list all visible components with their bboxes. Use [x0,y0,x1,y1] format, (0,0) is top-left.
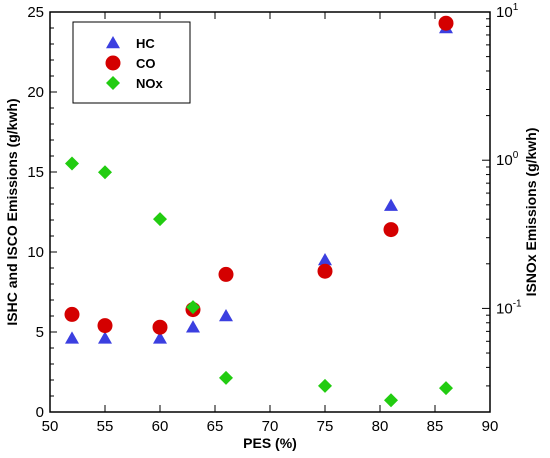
data-point-nox [65,156,79,171]
left-y-tick-label: 10 [27,244,44,261]
right-y-tick-label: 10-1 [496,298,522,317]
left-y-tick-label: 5 [36,324,44,341]
left-y-tick-label: 25 [27,4,44,21]
data-point-nox [318,378,332,393]
right-y-tick-base: 10 [496,4,513,21]
x-tick-label: 55 [97,418,114,435]
data-point-hc [153,331,167,344]
right-y-tick-label: 100 [496,150,519,169]
right-y-tick-exponent: 1 [513,2,519,13]
data-point-nox [384,393,398,408]
x-tick-label: 70 [262,418,279,435]
legend-marker-nox [106,76,120,90]
data-point-co [317,263,333,279]
x-tick-label: 85 [427,418,444,435]
left-y-tick-label: 15 [27,164,44,181]
data-point-hc [186,320,200,333]
data-point-hc [65,331,79,344]
right-y-axis-title: ISNOx Emissions (g/kwh) [523,128,539,297]
x-axis-title: PES (%) [243,435,297,451]
data-point-co [152,319,168,335]
x-tick-label: 80 [372,418,389,435]
right-y-tick-base: 10 [496,152,513,169]
legend-label-co: CO [136,56,156,71]
legend-box [72,21,191,104]
data-point-co [218,266,234,282]
left-y-tick-label: 20 [27,84,44,101]
data-point-co [97,318,113,334]
data-point-hc [318,253,332,266]
x-tick-label: 60 [152,418,169,435]
left-y-axis-title: ISHC and ISCO Emissions (g/kwh) [4,98,20,325]
x-tick-label: 90 [482,418,499,435]
x-tick-label: 50 [42,418,59,435]
data-point-nox [219,370,233,385]
left-y-tick-label: 0 [36,404,44,421]
legend-label-hc: HC [136,36,155,51]
data-point-nox [186,300,200,315]
data-point-co [383,222,399,238]
data-point-hc [98,331,112,344]
legend-marker-co [105,55,121,71]
legend: HC CO NOx [72,21,191,104]
data-point-nox [439,381,453,396]
data-point-co [64,306,80,322]
data-point-hc [219,309,233,322]
x-tick-label: 75 [317,418,334,435]
data-point-nox [98,165,112,180]
data-point-nox [153,212,167,227]
legend-markers [105,36,121,90]
right-y-tick-label: 101 [496,2,519,21]
data-point-hc [384,198,398,211]
right-y-tick-exponent: 0 [513,150,519,161]
right-y-tick-base: 10 [496,300,513,317]
marks-layer [64,15,454,408]
right-y-tick-exponent: -1 [513,298,522,309]
data-point-co [438,15,454,31]
x-tick-label: 65 [207,418,224,435]
legend-marker-hc [106,36,120,49]
legend-label-nox: NOx [136,76,164,91]
